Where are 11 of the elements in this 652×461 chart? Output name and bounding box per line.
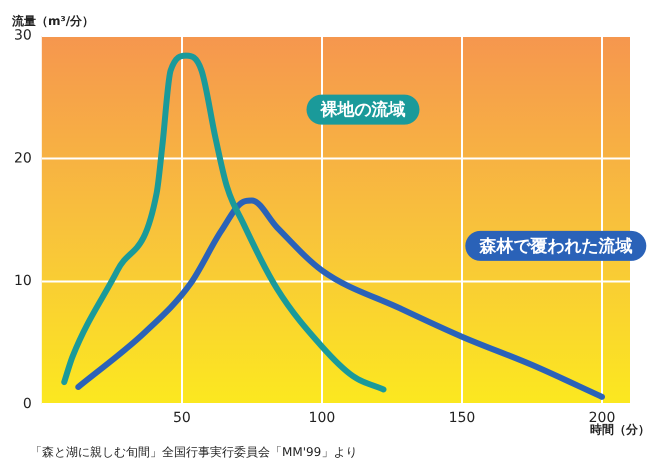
y-tick-label: 0: [22, 396, 32, 412]
y-tick-label: 20: [14, 150, 32, 166]
x-tick-label: 100: [308, 410, 336, 426]
x-tick-label: 50: [172, 410, 191, 426]
y-axis-title: 流量（m³/分）: [11, 14, 94, 28]
text: 裸地の流域: [320, 100, 406, 120]
x-tick-label: 150: [448, 410, 476, 426]
y-tick-label: 10: [14, 273, 32, 290]
y-tick-label: 30: [14, 28, 32, 44]
text: 「森と湖に親しむ旬間」全国行事実行委員会「MM'99」より: [30, 445, 358, 460]
text: 森林で覆われた流域: [478, 236, 632, 256]
